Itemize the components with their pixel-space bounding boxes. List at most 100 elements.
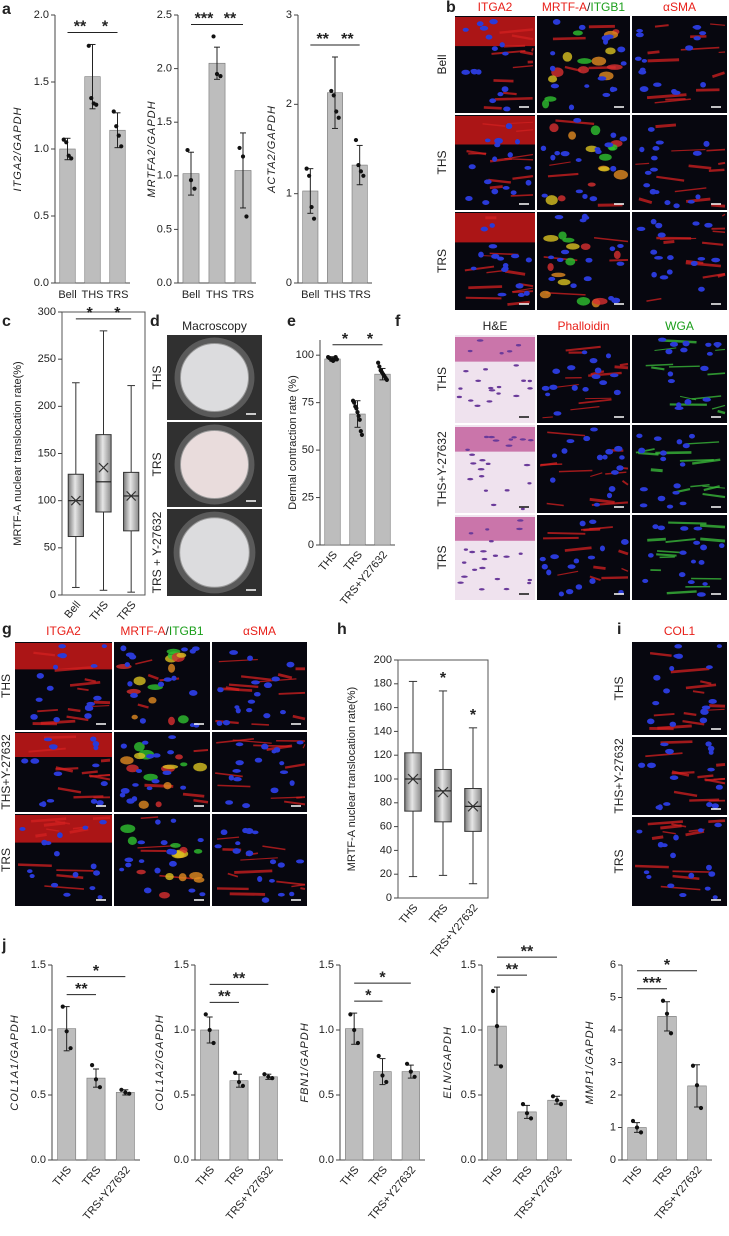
data-point [192,186,197,191]
data-point [336,115,341,120]
nucleus [541,193,548,198]
column-header: COL1 [664,624,696,638]
nucleus [504,489,510,492]
y-tick-label: 0.5 [34,210,49,222]
micrograph [15,814,112,906]
nucleus [707,745,715,752]
nucleus [93,745,99,751]
significance-label: *** [643,975,662,992]
nucleus [665,749,674,755]
nucleus [511,436,517,439]
data-point [361,173,366,178]
nucleus [693,36,701,41]
data-point [236,1079,242,1085]
nucleus [235,760,244,766]
panel-label: e [287,313,296,330]
nucleus [568,104,575,111]
fiber [647,58,680,63]
fiber [66,715,89,722]
data-point [377,364,382,369]
nucleus [99,819,107,825]
nucleus [548,276,556,281]
fiber [159,874,194,880]
panel-label: b [446,0,456,16]
nucleus [541,385,550,391]
fiber [646,93,687,100]
y-tick-label: 0.0 [174,1154,189,1166]
fiber [656,175,685,182]
nucleus [599,380,608,386]
nucleus [467,477,474,481]
data-point [214,71,220,77]
data-point [384,1079,389,1085]
panel-label: g [2,621,12,638]
y-axis-label: COL1A1/GAPDH [9,1014,21,1110]
nucleus [654,256,663,260]
tissue [179,517,250,588]
nucleus [693,526,703,531]
nucleus [523,463,531,467]
nucleus [465,448,470,451]
epidermis [455,517,535,541]
fiber [683,712,697,717]
data-point [690,1063,696,1068]
mean-marker [70,495,81,506]
data-point [355,410,360,415]
nucleus [84,704,93,711]
data-point [404,1061,410,1066]
y-tick-label: 300 [38,306,56,318]
fiber [692,690,705,694]
y-axis-label: ELN/GAPDH [442,1026,454,1099]
data-point [309,204,314,210]
fiber [520,50,534,56]
micrograph [632,16,727,113]
data-point [64,1029,69,1034]
nucleus [235,707,241,714]
nucleus [595,149,602,155]
fiber [653,713,675,717]
nucleus [469,453,476,456]
nucleus [704,886,711,891]
y-tick-label: 2 [286,98,292,110]
nucleus [217,687,224,693]
fiber [193,798,209,804]
y-tick-label: 1.5 [31,959,46,971]
y-tick-label: 2.0 [157,63,172,75]
cell-body [605,47,616,55]
nucleus [590,427,598,432]
cell-body [580,243,591,251]
data-point [185,147,190,153]
nucleus [220,829,228,836]
bar [208,62,226,284]
nucleus [657,495,666,502]
nucleus [146,786,153,791]
nucleus [489,98,497,104]
data-point [86,43,91,48]
nucleus [652,524,659,530]
nucleus [539,556,546,562]
nucleus [170,818,177,823]
fiber [621,567,629,572]
cell-body [177,715,189,724]
nucleus [666,504,674,509]
nucleus [501,86,509,93]
nucleus [643,183,651,188]
mean-marker [467,800,479,812]
fiber [504,269,526,276]
nucleus [475,379,482,382]
micrograph [537,515,630,600]
x-tick-label: THS [88,599,111,624]
y-tick-label: 1.0 [31,1024,46,1036]
nucleus [280,710,286,715]
y-axis-label: MRTFA2/GAPDH [146,100,158,197]
fiber [100,758,111,763]
nucleus [476,339,484,342]
nucleus [492,439,500,442]
data-point [380,1073,385,1078]
y-tick-label: 1.0 [174,1024,189,1036]
nucleus [289,891,295,897]
nucleus [39,802,47,807]
cell-body [542,99,550,109]
nucleus [639,86,649,93]
header-part: H&E [483,319,508,333]
